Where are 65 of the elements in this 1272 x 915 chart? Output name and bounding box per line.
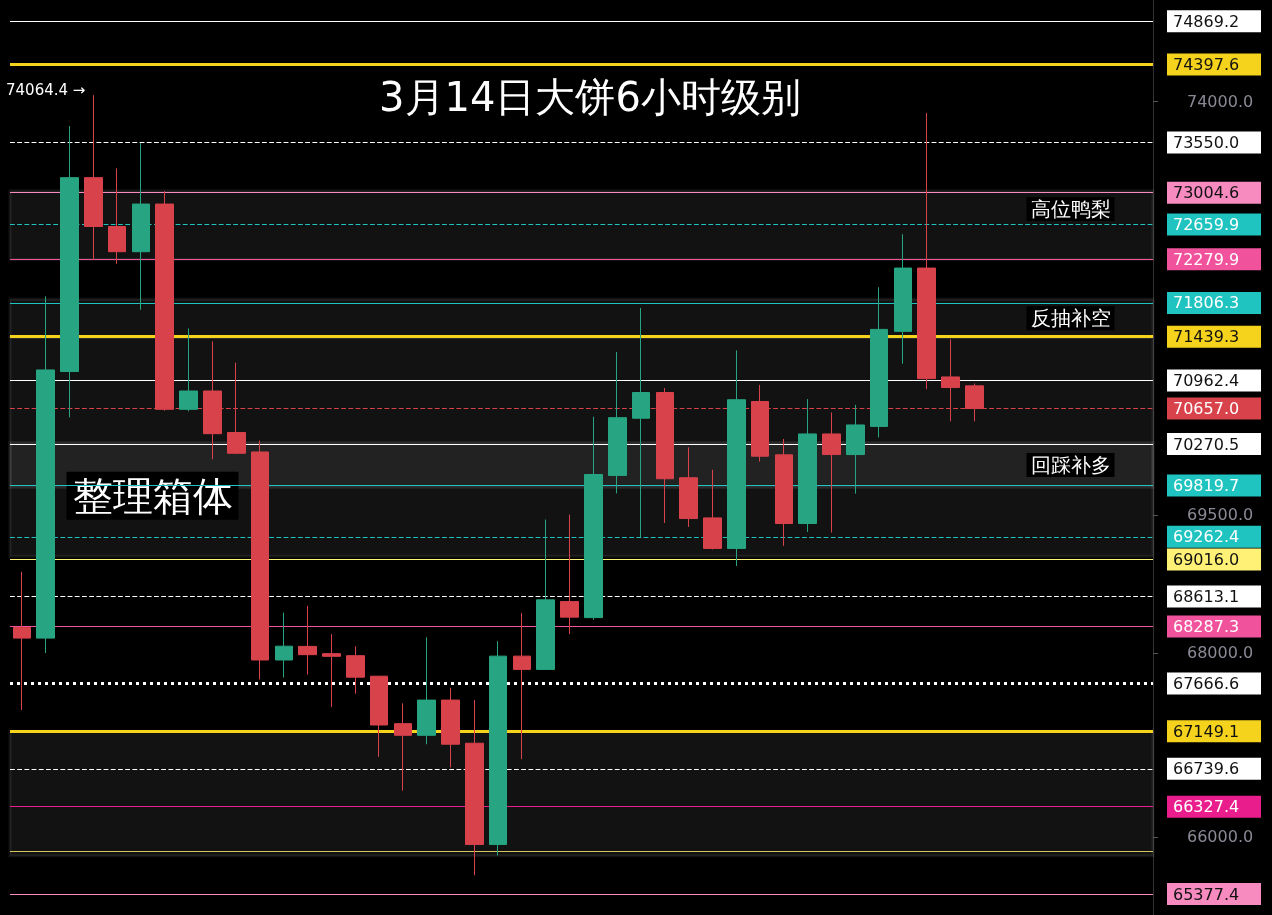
candlestick (298, 605, 317, 676)
ref-line-label: 68287.3 (1173, 616, 1240, 636)
candlestick (441, 687, 460, 768)
ref-line-label: 65377.4 (1173, 884, 1240, 904)
candlestick (632, 307, 650, 538)
candlestick (679, 446, 698, 528)
candlestick (798, 398, 817, 533)
candlestick (703, 469, 722, 550)
annotation: 74064.4 → (6, 80, 86, 99)
ref-line-label: 72659.9 (1173, 214, 1240, 234)
candlestick (108, 167, 126, 265)
candlestick (465, 699, 484, 876)
band-label: 反抽补空 (1030, 306, 1111, 331)
ref-line-label: 72279.9 (1173, 249, 1240, 269)
y-tick-label: 69500.0 (1187, 505, 1254, 525)
candlestick (417, 636, 436, 745)
band-label: 整理箱体 (72, 472, 233, 519)
ref-line-label: 70962.4 (1173, 370, 1240, 390)
candlestick (727, 349, 746, 567)
candlestick (346, 645, 365, 695)
candlestick (179, 327, 198, 412)
candlestick (536, 519, 555, 670)
ref-line-label: 74397.6 (1173, 55, 1240, 75)
band-label: 回踩补多 (1030, 452, 1111, 477)
text: 3月14日大饼6小时级别 (379, 74, 801, 120)
ref-line-label: 73550.0 (1173, 133, 1240, 153)
candlestick (608, 351, 627, 494)
ref-line-label: 73004.6 (1173, 183, 1240, 203)
candlestick (394, 702, 412, 792)
ref-line-label: 69016.0 (1173, 549, 1240, 569)
candlestick (84, 94, 103, 261)
candlestick (822, 411, 841, 534)
candlestick (251, 440, 269, 680)
y-tick-label: 66000.0 (1187, 827, 1254, 847)
ref-line-label: 71806.3 (1173, 293, 1240, 313)
ref-line-label: 70270.5 (1173, 434, 1240, 454)
candlestick (370, 675, 388, 758)
ref-line-label: 66327.4 (1173, 797, 1240, 817)
y-tick-label: 68000.0 (1187, 643, 1254, 663)
ref-line-label: 67666.6 (1173, 674, 1240, 694)
candlestick (846, 404, 865, 495)
candlestick (513, 612, 531, 760)
band-label: 高位鸭梨 (1030, 197, 1111, 222)
ref-line-label: 69819.7 (1173, 476, 1240, 496)
ref-line-label: 68613.1 (1173, 587, 1240, 607)
candlestick (13, 571, 31, 711)
candlestick (36, 295, 55, 654)
candlestick (60, 125, 79, 418)
candlestick (322, 633, 341, 708)
y-tick-label: 74000.0 (1187, 91, 1254, 111)
ref-line-label: 67149.1 (1173, 721, 1240, 741)
candlestick (489, 640, 507, 856)
candlestick (894, 233, 912, 365)
candlestick (275, 612, 293, 679)
candlestick (132, 142, 150, 311)
candlestick (560, 514, 579, 635)
candlestick (917, 112, 936, 390)
ref-line-label: 70657.0 (1173, 399, 1240, 419)
candlestick (870, 286, 888, 438)
candlestick (775, 438, 793, 547)
ref-line-label: 74869.2 (1173, 11, 1240, 31)
ref-line-label: 69262.4 (1173, 527, 1240, 547)
ref-line-label: 66739.6 (1173, 759, 1240, 779)
ref-line-label: 71439.3 (1173, 327, 1240, 347)
candlestick (584, 416, 603, 621)
